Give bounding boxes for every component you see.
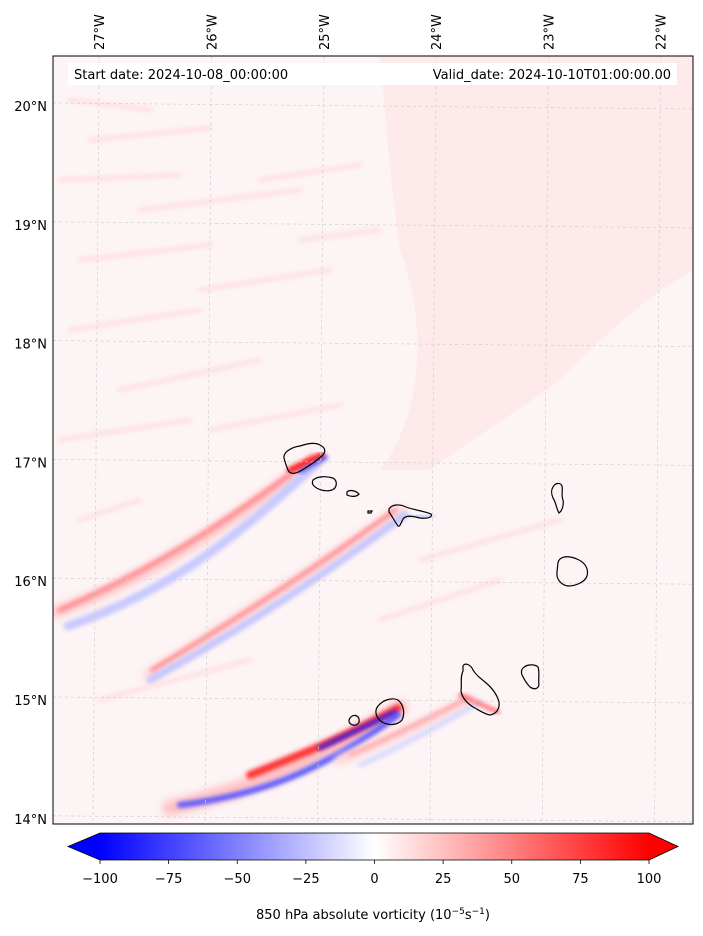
map-frame — [52, 55, 694, 825]
colorbar-tick-label: 100 — [637, 872, 662, 887]
map-gridlines — [53, 56, 693, 824]
lon-gridline — [429, 56, 437, 824]
island-sao-vicente — [311, 476, 337, 492]
colorbar-tick-label: 50 — [503, 872, 520, 887]
background-noise-streaks — [57, 97, 563, 703]
lat-tick-label: 15°N — [14, 694, 47, 709]
lat-gridline — [53, 340, 693, 347]
island-santiago — [460, 663, 500, 716]
colorbar-tick-label: −50 — [224, 872, 251, 887]
vorticity-streaks — [53, 452, 500, 816]
colorbar-tick-label: 75 — [572, 872, 589, 887]
island-santo-antao — [283, 442, 326, 474]
latitude-tick-labels: 20°N 19°N 18°N 17°N 16°N 15°N 14°N — [14, 100, 47, 828]
colorbar-tick-label: −25 — [292, 872, 319, 887]
start-date-label: Start date: 2024-10-08_00:00:00 — [74, 68, 288, 83]
colorbar-ticks: −100 −75 −50 −25 0 25 50 75 100 — [82, 860, 661, 887]
lat-tick-label: 19°N — [14, 219, 47, 234]
positive-vorticity-region — [380, 56, 693, 470]
colorbar: −100 −75 −50 −25 0 25 50 75 100 850 hPa absolute… — [66, 832, 679, 923]
longitude-tick-labels: 27°W 26°W 25°W 24°W 23°W 22°W — [93, 14, 670, 50]
colorbar-extend-high — [649, 833, 678, 860]
lat-gridline — [53, 459, 693, 466]
lat-gridline — [53, 221, 693, 229]
island-fogo — [375, 698, 405, 726]
colorbar-label: 850 hPa absolute vorticity (10−5s−1) — [256, 907, 490, 923]
lon-gridline — [654, 56, 662, 824]
lat-tick-label: 16°N — [14, 575, 47, 590]
lon-gridline — [541, 56, 549, 824]
colorbar-gradient — [100, 833, 649, 860]
lat-gridline — [53, 815, 693, 823]
colorbar-tick-label: 0 — [370, 872, 378, 887]
lat-tick-label: 20°N — [14, 100, 47, 115]
island-sal — [550, 482, 564, 514]
lon-gridline — [92, 56, 100, 824]
lon-tick-label: 26°W — [206, 14, 221, 50]
valid-date-label: Valid_date: 2024-10-10T01:00:00.00 — [433, 68, 671, 83]
lat-gridline — [53, 696, 693, 704]
island-maio — [520, 664, 540, 690]
lon-gridline — [204, 56, 212, 824]
date-annotation: Start date: 2024-10-08_00:00:00 Valid_da… — [68, 63, 677, 85]
lon-tick-label: 24°W — [430, 14, 445, 50]
annotation-box — [68, 63, 677, 85]
lon-tick-label: 23°W — [542, 14, 557, 50]
lon-gridline — [317, 56, 325, 824]
lat-tick-label: 18°N — [14, 338, 47, 353]
lat-gridline — [53, 102, 693, 110]
colorbar-tick-label: 25 — [435, 872, 452, 887]
island-santa-luzia — [346, 489, 360, 497]
island-boa-vista — [556, 556, 589, 587]
coastlines — [283, 442, 589, 726]
map-plot-area — [52, 55, 694, 825]
colorbar-extend-low — [68, 833, 100, 860]
colorbar-tick-label: −75 — [155, 872, 182, 887]
island-ilheu — [367, 510, 373, 514]
lon-tick-label: 27°W — [93, 14, 108, 50]
lat-tick-label: 17°N — [14, 456, 47, 471]
lat-tick-label: 14°N — [14, 813, 47, 828]
island-brava — [348, 714, 360, 726]
lat-gridline — [53, 577, 693, 585]
lon-tick-label: 22°W — [655, 14, 670, 50]
lon-tick-label: 25°W — [318, 14, 333, 50]
island-sao-nicolau — [388, 504, 433, 527]
colorbar-tick-label: −100 — [82, 872, 118, 887]
